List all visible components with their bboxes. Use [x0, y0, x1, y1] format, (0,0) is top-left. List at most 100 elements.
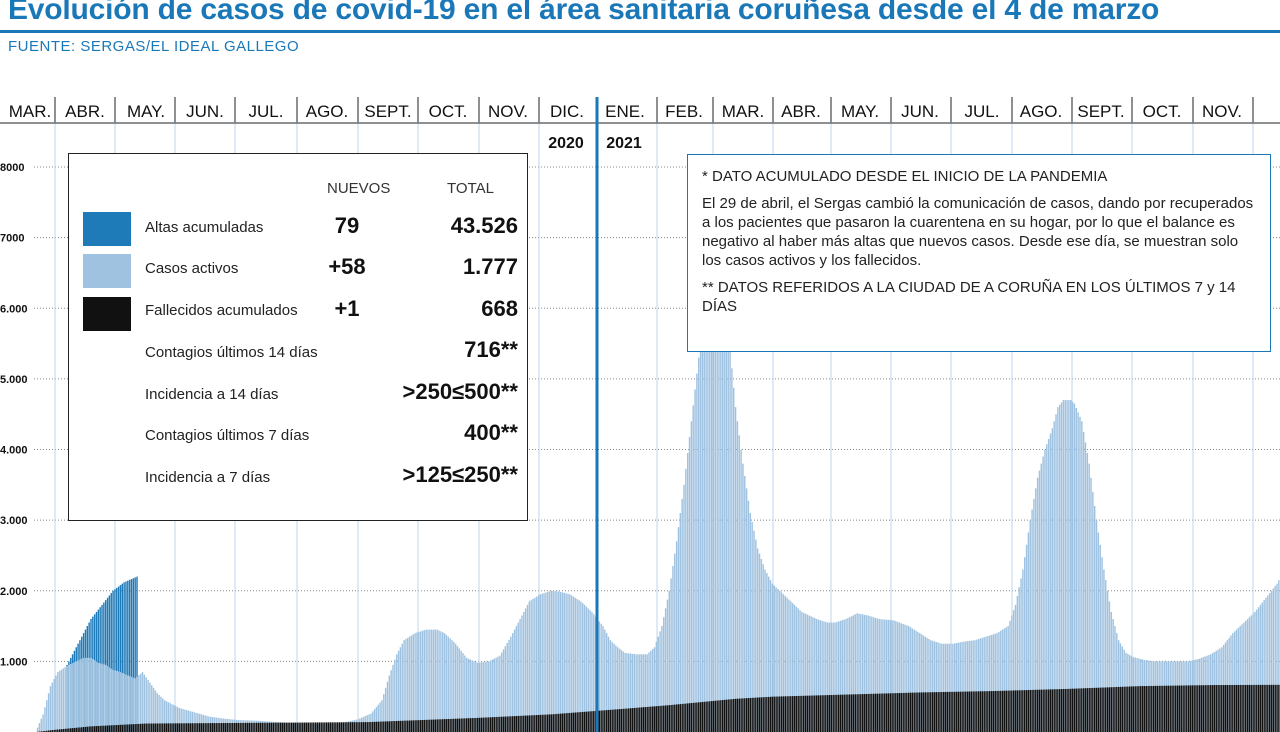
- bar-activos: [180, 708, 182, 732]
- bar-fallecidos: [1147, 685, 1149, 732]
- bar-fallecidos: [922, 692, 925, 732]
- bar-fallecidos: [983, 691, 985, 732]
- bar-fallecidos: [1127, 686, 1129, 732]
- activos-swatch: [83, 254, 131, 288]
- bar-fallecidos: [1084, 688, 1087, 732]
- bar-fallecidos: [959, 691, 961, 732]
- bar-fallecidos: [1099, 687, 1101, 732]
- bar-fallecidos: [955, 691, 958, 732]
- bar-activos: [598, 621, 601, 732]
- bar-fallecidos: [372, 721, 374, 732]
- bar-fallecidos: [434, 719, 437, 732]
- bar-fallecidos: [1005, 690, 1008, 732]
- bar-fallecidos: [1158, 685, 1160, 732]
- month-label: NOV.: [488, 102, 528, 121]
- bar-fallecidos: [723, 699, 726, 732]
- row-label-incidencia-14: Incidencia a 14 días: [145, 386, 279, 403]
- bar-activos: [747, 500, 750, 732]
- bar-fallecidos: [733, 698, 735, 732]
- bar-fallecidos: [1239, 684, 1241, 732]
- bar-fallecidos: [742, 698, 744, 732]
- bar-fallecidos: [657, 706, 659, 732]
- bar-fallecidos: [972, 691, 974, 732]
- bar-activos: [771, 583, 774, 732]
- bar-activos: [465, 657, 468, 732]
- bar-fallecidos: [675, 704, 678, 732]
- bar-fallecidos: [1082, 688, 1085, 732]
- bar-activos: [942, 643, 945, 732]
- bar-fallecidos: [473, 718, 475, 732]
- bar-fallecidos: [274, 722, 276, 732]
- bar-fallecidos: [655, 706, 658, 732]
- bar-fallecidos: [694, 702, 696, 732]
- bar-activos: [453, 641, 455, 732]
- bar-fallecidos: [221, 723, 223, 732]
- bar-activos: [823, 621, 825, 732]
- bar-fallecidos: [232, 722, 234, 732]
- bar-activos: [814, 618, 816, 732]
- bar-fallecidos: [777, 696, 779, 732]
- bar-fallecidos: [872, 693, 875, 732]
- bar-fallecidos: [1040, 689, 1043, 732]
- bar-activos: [843, 619, 845, 732]
- bar-activos: [521, 615, 523, 732]
- bar-fallecidos: [852, 694, 855, 732]
- bar-activos: [475, 661, 477, 732]
- bar-fallecidos: [931, 692, 934, 732]
- bar-fallecidos: [292, 722, 295, 732]
- bar-fallecidos: [981, 691, 984, 732]
- bar-activos: [707, 302, 709, 732]
- bar-activos: [898, 622, 901, 732]
- bar-fallecidos: [1086, 688, 1089, 732]
- bar-activos: [756, 548, 759, 732]
- bar-activos: [900, 623, 903, 732]
- bar-fallecidos: [244, 722, 247, 732]
- bar-activos: [149, 682, 151, 732]
- bar-activos: [935, 641, 938, 732]
- month-label: MAR.: [9, 102, 52, 121]
- y-tick-label: 6.000: [0, 303, 28, 315]
- bar-fallecidos: [637, 707, 639, 732]
- bar-fallecidos: [162, 723, 164, 732]
- bar-activos: [977, 639, 980, 732]
- bar-activos: [933, 641, 936, 732]
- bar-fallecidos: [970, 691, 973, 732]
- bar-fallecidos: [1093, 687, 1096, 732]
- bar-activos: [740, 449, 742, 732]
- row-total-fallecidos: 668: [481, 296, 518, 321]
- bar-activos: [1268, 593, 1271, 732]
- bar-fallecidos: [952, 691, 954, 732]
- bar-fallecidos: [836, 694, 838, 732]
- bar-activos: [500, 652, 503, 732]
- axis: 1.000 2.000 3.000 4.000 5.000 6.000 7000 8000 MA…: [0, 97, 1280, 732]
- bar-fallecidos: [1276, 684, 1278, 732]
- bar-activos: [633, 654, 635, 732]
- bar-fallecidos: [1064, 688, 1066, 732]
- bar-activos: [449, 638, 451, 732]
- bar-fallecidos: [941, 692, 943, 732]
- bar-fallecidos: [1060, 689, 1063, 732]
- bar-fallecidos: [554, 714, 556, 732]
- bar-fallecidos: [528, 715, 531, 732]
- bar-fallecidos: [808, 695, 810, 732]
- bar-activos: [1259, 604, 1262, 732]
- bar-altas: [106, 597, 109, 732]
- row-total-altas: 43.526: [450, 213, 518, 238]
- bar-activos: [872, 617, 875, 732]
- bar-fallecidos: [764, 697, 766, 732]
- bar-fallecidos: [1070, 688, 1072, 732]
- bar-fallecidos: [362, 722, 365, 732]
- bar-activos: [1053, 421, 1055, 732]
- bar-activos: [429, 629, 431, 732]
- bar-fallecidos: [427, 719, 429, 732]
- bar-fallecidos: [1191, 685, 1194, 732]
- bar-fallecidos: [403, 720, 405, 732]
- bar-fallecidos: [399, 720, 402, 732]
- bar-activos: [410, 635, 413, 732]
- bar-activos: [775, 587, 777, 732]
- bar-activos: [1033, 498, 1035, 732]
- bar-fallecidos: [944, 691, 947, 732]
- bar-fallecidos: [804, 695, 807, 732]
- bar-activos: [1005, 627, 1008, 732]
- bar-activos: [390, 670, 392, 732]
